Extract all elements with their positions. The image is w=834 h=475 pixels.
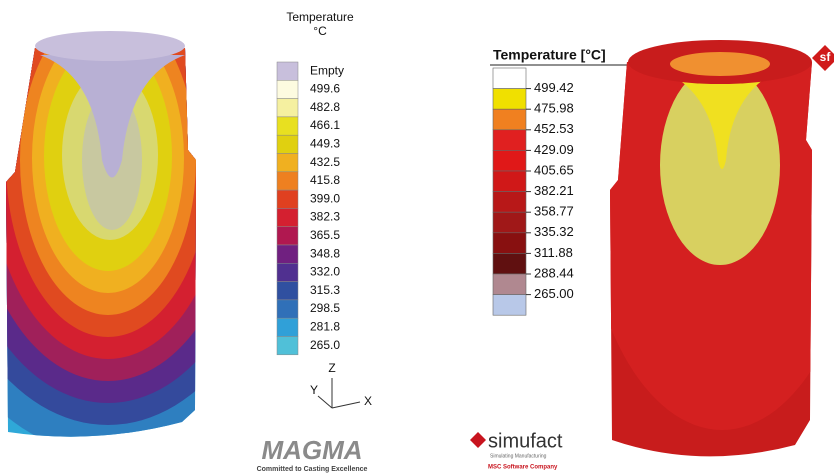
legend-swatch xyxy=(492,253,527,275)
legend-label: 382.3 xyxy=(310,210,340,224)
right-top-core xyxy=(670,52,770,76)
axis-x: X xyxy=(364,394,372,408)
legend-swatch xyxy=(276,208,299,227)
legend-swatch xyxy=(492,67,527,89)
axis-z: Z xyxy=(328,361,335,375)
magma-logo: MAGMA xyxy=(261,435,362,465)
legend-swatch xyxy=(492,232,527,254)
legend-label: 335.32 xyxy=(534,224,574,239)
left-casting xyxy=(6,48,196,437)
right-legend-title: Temperature [°C] xyxy=(493,47,606,63)
left-legend-title: Temperature xyxy=(286,10,354,24)
simufact-company: MSC Software Company xyxy=(488,465,558,471)
legend-swatch xyxy=(276,336,299,356)
legend-label: 281.8 xyxy=(310,320,340,334)
legend-label: 265.00 xyxy=(534,286,574,301)
legend-swatch xyxy=(276,153,299,173)
sf-badge xyxy=(812,45,834,71)
legend-label: 311.88 xyxy=(534,245,573,260)
legend-label: 315.3 xyxy=(310,283,340,297)
legend-swatch xyxy=(276,281,299,301)
legend-label: 365.5 xyxy=(310,228,340,242)
legend-swatch xyxy=(492,88,527,110)
legend-swatch xyxy=(276,189,299,209)
sf-badge-text: sf xyxy=(820,50,832,64)
simufact-tagline: Simulating Manufacturing xyxy=(490,453,547,459)
legend-swatch xyxy=(276,299,299,319)
legend-swatch xyxy=(492,191,527,213)
simufact-icon xyxy=(470,432,486,448)
legend-label: 499.6 xyxy=(310,82,340,96)
legend-label: 332.0 xyxy=(310,265,340,279)
legend-label: Empty xyxy=(310,63,344,77)
legend-label: 499.42 xyxy=(534,80,574,95)
legend-label: 405.65 xyxy=(534,162,574,177)
legend-swatch xyxy=(492,211,527,234)
legend-swatch xyxy=(492,170,527,192)
legend-label: 466.1 xyxy=(310,118,340,132)
left-legend: Empty 499.6 482.8 466.1 449.3 432.5 415.8 399.0… xyxy=(276,61,344,356)
legend-label: 358.77 xyxy=(534,204,574,219)
legend-label: 449.3 xyxy=(310,137,340,151)
legend-swatch xyxy=(492,129,527,151)
legend-label: 298.5 xyxy=(310,301,340,315)
legend-swatch xyxy=(276,317,299,337)
left-legend-unit: °C xyxy=(313,24,327,38)
legend-swatch xyxy=(276,226,299,246)
simufact-logo: simufact xyxy=(488,430,563,452)
legend-swatch xyxy=(276,171,299,191)
legend-swatch xyxy=(276,134,299,154)
legend-label: 265.0 xyxy=(310,338,340,352)
legend-label: 452.53 xyxy=(534,121,574,136)
legend-swatch xyxy=(276,80,299,99)
legend-label: 475.98 xyxy=(534,101,574,116)
legend-swatch xyxy=(276,61,299,81)
legend-label: 482.8 xyxy=(310,100,340,114)
axis-y: Y xyxy=(310,383,318,397)
right-casting xyxy=(610,62,812,457)
legend-label: 288.44 xyxy=(534,265,574,280)
legend-label: 399.0 xyxy=(310,191,340,205)
legend-swatch xyxy=(276,116,299,136)
legend-swatch xyxy=(492,150,527,172)
legend-swatch xyxy=(492,108,527,131)
legend-swatch xyxy=(492,273,527,295)
legend-swatch xyxy=(276,98,299,118)
legend-label: 415.8 xyxy=(310,173,340,187)
legend-swatch xyxy=(276,263,299,282)
legend-label: 382.21 xyxy=(534,183,574,198)
right-legend: 499.42 475.98 452.53 429.09 405.65 382.21 358.… xyxy=(492,67,574,316)
left-top xyxy=(35,31,185,61)
axis-triad xyxy=(317,378,361,409)
legend-label: 432.5 xyxy=(310,155,340,169)
legend-label: 429.09 xyxy=(534,142,574,157)
legend-label: 348.8 xyxy=(310,246,340,260)
legend-swatch xyxy=(492,294,527,316)
legend-swatch xyxy=(276,244,299,264)
magma-tagline: Committed to Casting Excellence xyxy=(257,466,368,473)
